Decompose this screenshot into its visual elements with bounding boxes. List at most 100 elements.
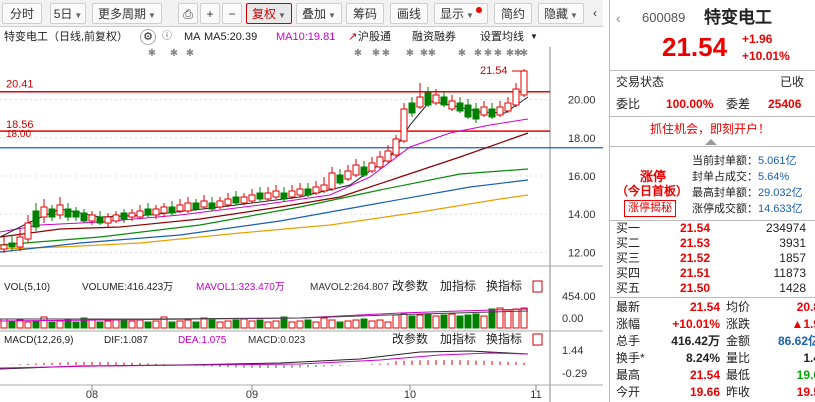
more-periods-button[interactable]: 更多周期 ▼ (92, 3, 162, 24)
collapse-panel-button[interactable]: ‹ (588, 3, 602, 24)
volume-bar (104, 320, 112, 329)
weibi-label: 委比 (616, 97, 641, 111)
candle-body (496, 106, 504, 116)
chevron-down-icon: ▼ (328, 11, 336, 20)
stat-label: 金额 (726, 334, 751, 348)
candle-body (432, 94, 440, 104)
limit-up-subtitle: （今日首板） (616, 184, 689, 198)
vol-switch-indicator-link[interactable]: 换指标 (486, 278, 522, 293)
stat-label: 换手* (616, 351, 645, 365)
event-marker-icon: ✱ (520, 48, 528, 59)
ma-settings-link[interactable]: 设置均线 (480, 31, 524, 43)
candle-body (408, 102, 416, 114)
stat-value: 8.24% (685, 351, 720, 365)
buy-level-volume: 1857 (779, 251, 806, 265)
quote-stat-row: 换手* 8.24% 量比 1.4 (610, 350, 815, 367)
volume-bar (424, 313, 432, 329)
margin-trading-link[interactable]: 融资融券 (412, 31, 456, 43)
weicha-value: 25406 (768, 97, 802, 111)
limit-up-reveal-button[interactable]: 涨停揭秘 (624, 200, 676, 217)
limit-stat-value: 5.64% (758, 171, 790, 183)
chevron-left-icon[interactable]: ‹ (616, 10, 621, 26)
buy-level-price: 21.51 (680, 266, 711, 280)
help-icon[interactable]: ⓘ (162, 31, 172, 42)
vol-change-params-link[interactable]: 改参数 (392, 278, 428, 293)
event-marker-icon: ✱ (484, 48, 492, 59)
candle-body (40, 206, 48, 218)
mavol2-line (0, 310, 529, 320)
buy-level-label: 买二 (616, 236, 641, 250)
vol-add-indicator-link[interactable]: 加指标 (440, 278, 476, 293)
candle-body (264, 192, 272, 200)
event-marker-icon: ✱ (494, 48, 502, 59)
draw-lines-button[interactable]: 画线 (390, 3, 428, 24)
simple-mode-button[interactable]: 简约 (494, 3, 532, 24)
candle-body (32, 210, 40, 228)
volume-bar (240, 318, 248, 329)
candle-body (8, 242, 16, 248)
volume-bar (96, 321, 104, 329)
event-marker-icon: ✱ (382, 48, 390, 59)
stat-label: 涨幅 (616, 317, 641, 331)
event-marker-icon: ✱ (354, 48, 362, 59)
macd-indicator-label: MACD(12,26,9) (4, 335, 73, 346)
macd-value: MACD:0.023 (248, 335, 306, 346)
volume-bar (360, 318, 368, 329)
lock-button[interactable]: ⎙ (178, 3, 198, 24)
volume-bar (152, 320, 160, 329)
last-price: 21.54 (662, 32, 728, 62)
volume-bar (248, 320, 256, 329)
chevron-down-icon: ▼ (148, 11, 156, 20)
trade-status-label: 交易状态 (616, 75, 665, 89)
kline-chart[interactable]: ✱ ✱ ✱ ✱ ✱ ✱ ✱ ✱ ✱ ✱ ✱ ✱ ✱ ✱ ✱✱20.0018.0016.0014.0012.0… (0, 47, 603, 402)
gear-icon[interactable]: ⚙ (140, 29, 156, 45)
quote-panel: ‹ 600089 特变电工 21.54 +1.96 +10.01% 交易状态 已… (609, 0, 815, 402)
buy-order-book: 买一 21.54 234974 买二 21.53 3931 买三 21.52 1857 买四 21.… (610, 221, 815, 296)
chips-button[interactable]: 筹码 (346, 3, 384, 24)
period-intraday-button[interactable]: 分时 (2, 3, 42, 24)
candle-body (104, 216, 112, 224)
divider (610, 116, 815, 117)
vol-indicator-label: VOL(5,10) (4, 282, 50, 293)
volume-bar (320, 317, 328, 329)
volume-bar (416, 314, 424, 329)
period-5day-label: 5日 (53, 7, 73, 21)
volume-bar (64, 319, 72, 329)
buy-level-price: 21.52 (680, 251, 711, 265)
buy-level-row: 买三 21.52 1857 (610, 251, 815, 266)
macd-switch-indicator-link[interactable]: 换指标 (486, 331, 522, 346)
volume-bar (176, 320, 184, 329)
zoom-out-button[interactable]: − (222, 3, 242, 24)
volume-bar (368, 320, 376, 329)
hsgt-link[interactable]: 沪股通 (358, 31, 391, 43)
hide-dropdown[interactable]: 隐藏 ▼ (538, 3, 584, 24)
chevron-up-icon[interactable] (705, 139, 717, 145)
candle-body (400, 108, 408, 142)
volume-bar (120, 318, 128, 329)
quote-header: ‹ 600089 特变电工 (610, 8, 815, 28)
volume-bar (136, 319, 144, 329)
candle-body (272, 190, 280, 198)
display-dropdown[interactable]: 显示 ▼ (434, 3, 488, 24)
stat-value: 19.66 (689, 385, 720, 399)
display-label: 显示 (440, 7, 465, 21)
volume-bar (408, 315, 416, 329)
buy-level-volume: 3931 (779, 236, 806, 250)
macd-change-params-link[interactable]: 改参数 (392, 331, 428, 346)
macd-add-indicator-link[interactable]: 加指标 (440, 331, 476, 346)
candle-body (224, 198, 232, 206)
hsgt-arrow-icon: ↗ (348, 31, 358, 43)
candle-body (256, 192, 264, 200)
candle-body (336, 174, 344, 184)
macd-close-icon (532, 333, 543, 346)
stat-label: 涨跌 (726, 317, 751, 331)
fuquan-dropdown[interactable]: 复权 ▼ (246, 3, 292, 24)
x-axis-label: 08 (86, 389, 98, 401)
open-account-ad[interactable]: 抓住机会，即刻开户！ (650, 122, 771, 136)
stat-label: 最低 (726, 368, 751, 382)
zoom-in-button[interactable]: + (200, 3, 220, 24)
period-5day-button[interactable]: 5日 ▼ (50, 3, 86, 24)
dea-line (0, 352, 529, 369)
overlay-dropdown[interactable]: 叠加 ▼ (296, 3, 342, 24)
candle-body (480, 106, 488, 116)
